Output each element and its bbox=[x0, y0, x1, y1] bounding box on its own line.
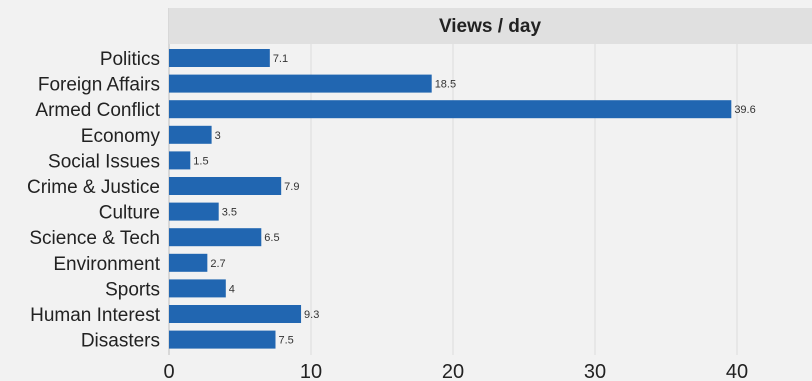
category-label-human-interest: Human Interest bbox=[30, 305, 161, 326]
value-label-human-interest: 9.3 bbox=[304, 309, 319, 321]
value-label-sports: 4 bbox=[229, 283, 235, 295]
category-label-crime-and-justice: Crime & Justice bbox=[27, 177, 160, 198]
bar-economy bbox=[169, 125, 212, 144]
bar-human-interest bbox=[169, 305, 302, 323]
x-tick-label: 0 bbox=[163, 361, 174, 381]
value-label-science-and-tech: 6.5 bbox=[264, 232, 279, 244]
value-label-culture: 3.5 bbox=[222, 207, 237, 219]
value-label-crime-and-justice: 7.9 bbox=[284, 181, 299, 193]
category-label-social-issues: Social Issues bbox=[48, 151, 160, 172]
category-label-economy: Economy bbox=[81, 126, 161, 147]
value-label-economy: 3 bbox=[215, 130, 221, 142]
category-label-culture: Culture bbox=[99, 203, 160, 224]
value-label-foreign-affairs: 18.5 bbox=[435, 79, 456, 91]
x-tick-label: 20 bbox=[442, 361, 464, 381]
value-label-politics: 7.1 bbox=[273, 53, 288, 65]
bar-sports bbox=[169, 279, 226, 298]
bar-social-issues bbox=[169, 151, 191, 170]
category-label-armed-conflict: Armed Conflict bbox=[35, 100, 160, 121]
bar-disasters bbox=[169, 330, 276, 349]
category-label-science-and-tech: Science & Tech bbox=[29, 228, 160, 249]
category-label-politics: Politics bbox=[100, 49, 160, 70]
category-label-environment: Environment bbox=[53, 254, 160, 275]
bar-crime-and-justice bbox=[169, 177, 282, 195]
value-label-armed-conflict: 39.6 bbox=[734, 104, 755, 116]
category-label-sports: Sports bbox=[105, 279, 160, 300]
category-label-disasters: Disasters bbox=[81, 331, 160, 352]
bar-science-and-tech bbox=[169, 228, 262, 247]
category-label-foreign-affairs: Foreign Affairs bbox=[38, 75, 160, 96]
value-label-environment: 2.7 bbox=[210, 258, 225, 270]
title-bar bbox=[169, 8, 812, 44]
bar-environment bbox=[169, 253, 208, 272]
value-label-disasters: 7.5 bbox=[279, 335, 294, 347]
bar-culture bbox=[169, 202, 219, 221]
x-tick-label: 40 bbox=[726, 361, 748, 381]
bar-politics bbox=[169, 49, 270, 67]
value-label-social-issues: 1.5 bbox=[193, 155, 208, 167]
bar-foreign-affairs bbox=[169, 74, 432, 93]
chart-title: Views / day bbox=[439, 16, 542, 37]
x-tick-label: 30 bbox=[584, 361, 606, 381]
bar-armed-conflict bbox=[169, 100, 732, 119]
x-tick-label: 10 bbox=[300, 361, 322, 381]
